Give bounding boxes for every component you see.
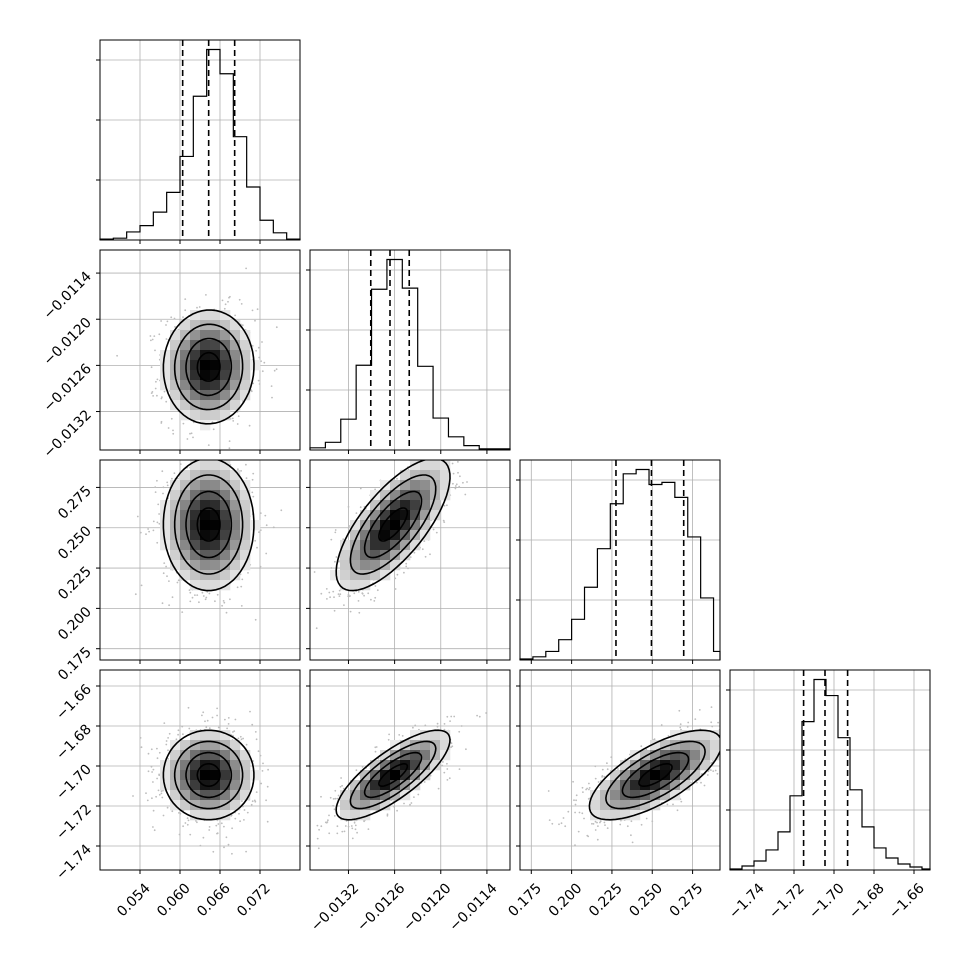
hist-3-x-tick-label: −1.68: [846, 880, 888, 922]
density-3-0-x-tick-label: 0.060: [154, 880, 194, 920]
density-1-0-y-tick-label: −0.0120: [41, 315, 95, 369]
hist-3-x-tick-label: −1.72: [766, 880, 808, 922]
density-2-0-y-tick-label: 0.175: [55, 644, 95, 684]
histogram-panel-0: [96, 39, 301, 244]
contour-2-0: [173, 474, 244, 575]
density-3-2-x-tick-label: 0.175: [505, 880, 545, 920]
histogram-panel-2: [516, 459, 721, 664]
contour-2-0: [162, 460, 255, 592]
contour-3-0: [185, 751, 233, 799]
contour-2-1: [349, 474, 437, 575]
hist-3-x-tick-label: −1.70: [806, 880, 848, 922]
density-panel-3-0: −1.74−1.72−1.70−1.68−1.66 0.054 0.060 0.066…: [53, 669, 301, 920]
contour-3-2: [621, 751, 690, 799]
density-panel-1-0: −0.0132−0.0126−0.0120−0.0114: [41, 249, 301, 461]
contour-1-0: [185, 337, 233, 397]
contour-2-1: [335, 460, 451, 592]
histogram-panel-3: −1.74−1.72−1.70−1.68−1.66: [726, 669, 931, 922]
density-3-2-x-tick-label: 0.275: [667, 880, 707, 920]
density-3-1-x-tick-label: −0.0120: [400, 880, 454, 934]
density-3-2-x-tick-label: 0.225: [586, 880, 626, 920]
contour-2-0: [196, 507, 221, 542]
density-2-0-y-tick-label: 0.225: [55, 564, 95, 604]
contour-3-1: [349, 740, 437, 810]
hist-3-x-tick-label: −1.66: [886, 880, 928, 922]
contour-2-1: [363, 490, 423, 559]
contour-1-0: [173, 323, 244, 411]
density-3-1-x-tick-label: −0.0132: [308, 880, 362, 934]
density-panel-3-2: 0.175 0.200 0.225 0.250 0.275: [505, 669, 721, 920]
density-panel-3-1: −0.0132−0.0126−0.0120−0.0114: [306, 669, 511, 935]
contour-3-1: [335, 729, 451, 821]
contour-3-2: [588, 729, 720, 821]
density-3-0-x-tick-label: 0.054: [114, 880, 154, 920]
density-3-0-y-tick-label: −1.74: [53, 841, 95, 883]
density-3-0-y-tick-label: −1.72: [53, 802, 95, 844]
contour-3-0: [162, 729, 255, 821]
density-3-0-x-tick-label: 0.066: [194, 880, 234, 920]
density-1-0-y-tick-label: −0.0114: [41, 269, 95, 323]
hist-3-x-tick-label: −1.74: [726, 880, 768, 922]
density-2-0-y-tick-label: 0.250: [55, 523, 95, 563]
density-3-1-x-tick-label: −0.0114: [446, 880, 500, 934]
density-2-0-y-tick-label: 0.275: [55, 483, 95, 523]
histogram-step-1: [309, 258, 511, 450]
density-2-0-y-tick-label: 0.200: [55, 604, 95, 644]
density-3-2-x-tick-label: 0.250: [626, 880, 666, 920]
contour-1-0: [196, 351, 221, 382]
contour-3-2: [605, 740, 706, 810]
histogram-step-3: [729, 678, 931, 870]
contour-3-1: [363, 751, 423, 799]
density-1-0-y-tick-label: −0.0126: [41, 361, 95, 415]
contour-3-0: [196, 763, 221, 787]
histogram-step-0: [99, 48, 301, 240]
density-3-0-y-tick-label: −1.70: [53, 762, 95, 804]
density-3-0-y-tick-label: −1.68: [53, 722, 95, 764]
histogram-panel-1: [306, 249, 511, 454]
density-3-2-x-tick-label: 0.200: [546, 880, 586, 920]
density-3-1-x-tick-label: −0.0126: [354, 880, 408, 934]
contour-3-0: [173, 740, 244, 810]
contour-2-0: [185, 490, 233, 559]
density-panel-2-1: [306, 459, 511, 664]
density-1-0-y-tick-label: −0.0132: [41, 407, 95, 461]
density-3-0-x-tick-label: 0.072: [234, 880, 274, 920]
contour-3-1: [378, 763, 409, 787]
histogram-step-2: [519, 468, 721, 660]
contour-2-1: [378, 507, 409, 542]
contour-3-2: [638, 763, 673, 787]
contour-1-0: [162, 309, 255, 425]
density-3-0-y-tick-label: −1.66: [53, 681, 95, 723]
